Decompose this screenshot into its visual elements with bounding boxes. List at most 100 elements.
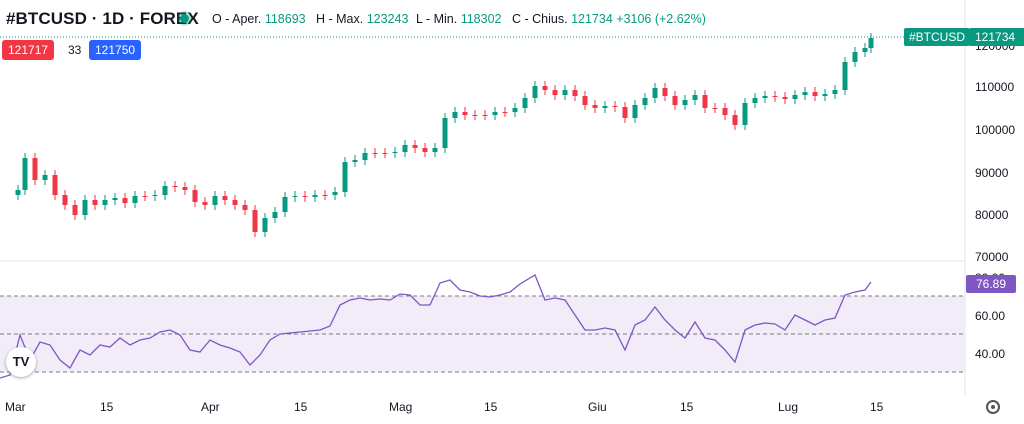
candle-body [482, 115, 488, 116]
candle-body [732, 115, 738, 125]
candle-body [672, 96, 678, 105]
close-label: C - Chius. [512, 12, 568, 26]
symbol-price-tag: #BTCUSD [904, 28, 971, 46]
settings-icon[interactable] [986, 400, 1000, 414]
candle-body [512, 108, 518, 112]
symbol-title[interactable]: #BTCUSD · 1D · FOREX [6, 9, 199, 28]
time-tick: Apr [201, 400, 220, 414]
candle-body [402, 145, 408, 152]
last-price-tag: 121734 [970, 28, 1024, 46]
sell-price-button[interactable]: 121717 [2, 40, 55, 60]
candle-body [822, 94, 828, 96]
candle-body [142, 196, 148, 197]
candle-body [292, 196, 298, 197]
candle-body [542, 86, 548, 90]
candle-body [772, 96, 778, 97]
time-tick: Lug [778, 400, 799, 414]
candle-body [712, 108, 718, 109]
high-label: H - Max. [316, 12, 364, 26]
low-label: L - Min. [416, 12, 458, 26]
open-value: 118693 [264, 12, 306, 26]
time-tick: 15 [100, 400, 114, 414]
candle-body [252, 210, 258, 232]
candle-body [372, 153, 378, 154]
candle-body [202, 202, 208, 205]
price-tick: 80000 [975, 208, 1009, 222]
high-field: H - Max. 123243 [316, 12, 408, 26]
candle-body [812, 92, 818, 96]
candle-body [452, 112, 458, 118]
rsi-band [0, 296, 965, 372]
candle-body [852, 52, 858, 62]
buy-price-button[interactable]: 121750 [89, 40, 142, 60]
rsi-tick: 60.00 [975, 309, 1006, 323]
candle-body [642, 98, 648, 105]
candle-body [622, 107, 628, 118]
candle-body [692, 95, 698, 100]
candle-body [22, 158, 28, 190]
candle-body [172, 186, 178, 187]
candle-body [832, 90, 838, 94]
candle-body [802, 92, 808, 95]
low-field: L - Min. 118302 [416, 12, 502, 26]
candle-body [682, 100, 688, 105]
candle-body [332, 192, 338, 195]
candle-body [32, 158, 38, 180]
candle-body [342, 162, 348, 192]
candle-body [462, 112, 468, 115]
time-tick: 15 [294, 400, 308, 414]
candle-body [722, 108, 728, 115]
candle-body [362, 153, 368, 160]
candle-body [82, 200, 88, 215]
candle-body [132, 196, 138, 203]
high-value: 123243 [366, 12, 409, 26]
close-field: C - Chius. 121734 +3106 (+2.62%) [512, 12, 706, 26]
candle-body [122, 198, 128, 203]
candle-body [842, 62, 848, 90]
candle-body [272, 212, 278, 218]
candle-body [572, 90, 578, 96]
candle-body [868, 38, 874, 48]
candle-body [862, 48, 868, 52]
candle-body [782, 97, 788, 99]
candle-body [552, 90, 558, 95]
candle-body [52, 175, 58, 195]
candle-body [742, 103, 748, 125]
candle-body [282, 197, 288, 212]
candle-body [42, 175, 48, 180]
candle-body [72, 205, 78, 215]
candle-body [472, 115, 478, 116]
candle-body [442, 118, 448, 148]
candle-body [562, 90, 568, 95]
candle-body [182, 187, 188, 190]
open-label: O - Aper. [212, 12, 262, 26]
change-value: +3106 (+2.62%) [616, 12, 706, 26]
low-value: 118302 [460, 12, 502, 26]
candle-body [162, 186, 168, 195]
time-tick: Giu [588, 400, 607, 414]
candle-body [432, 148, 438, 152]
tradingview-logo-icon[interactable]: TV [6, 347, 36, 377]
time-tick: 15 [870, 400, 884, 414]
candle-body [262, 218, 268, 232]
time-tick: Mag [389, 400, 413, 414]
candle-body [492, 112, 498, 115]
price-tick: 70000 [975, 250, 1009, 264]
time-tick: 15 [680, 400, 694, 414]
time-tick: 15 [484, 400, 498, 414]
candle-body [232, 200, 238, 205]
price-tick: 110000 [975, 80, 1015, 94]
price-tick: 100000 [975, 123, 1016, 137]
rsi-line [0, 274, 872, 379]
candle-body [762, 96, 768, 98]
rsi-tick: 40.00 [975, 347, 1006, 361]
candle-body [412, 145, 418, 148]
candle-body [592, 105, 598, 108]
spread-value: 33 [68, 43, 82, 57]
candle-body [392, 152, 398, 153]
candle-body [662, 88, 668, 96]
candle-body [792, 95, 798, 99]
candle-body [242, 205, 248, 210]
candle-body [612, 106, 618, 107]
